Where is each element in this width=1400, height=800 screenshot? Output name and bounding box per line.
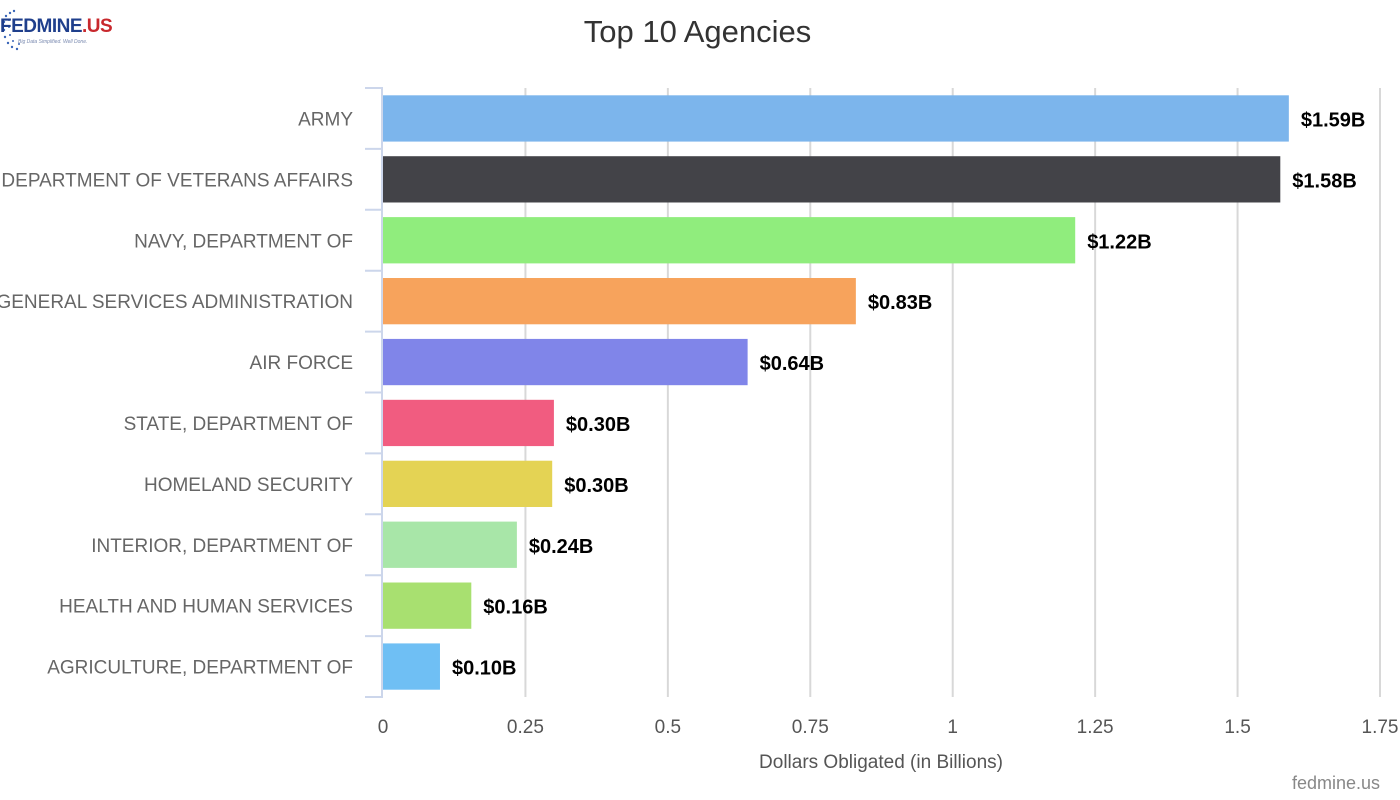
category-label: AIR FORCE — [250, 353, 353, 374]
category-label: AGRICULTURE, DEPARTMENT OF — [47, 658, 353, 679]
bar[interactable] — [383, 582, 472, 629]
x-tick-label: 1.5 — [1224, 717, 1250, 738]
data-label: $0.24B — [529, 536, 594, 558]
bars — [383, 95, 1289, 690]
x-axis-title: Dollars Obligated (in Billions) — [759, 752, 1003, 773]
x-tick-label: 0.75 — [792, 717, 829, 738]
bar[interactable] — [383, 399, 554, 447]
category-label: HOMELAND SECURITY — [144, 475, 353, 496]
category-label: NAVY, DEPARTMENT OF — [134, 231, 353, 252]
bar[interactable] — [383, 338, 748, 386]
category-label: INTERIOR, DEPARTMENT OF — [91, 536, 353, 557]
x-tick-label: 0 — [378, 717, 389, 738]
logo-wordmark: FEDMINE.US — [0, 16, 113, 37]
category-label: HEALTH AND HUMAN SERVICES — [59, 597, 353, 618]
data-label: $0.83B — [868, 292, 933, 314]
category-label: GENERAL SERVICES ADMINISTRATION — [0, 292, 353, 313]
x-tick-labels: 0 0.25 0.5 0.75 1 1.25 1.5 1.75 — [378, 717, 1399, 738]
data-label: $0.10B — [452, 658, 517, 680]
x-tick-label: 0.25 — [507, 717, 544, 738]
bar[interactable] — [383, 460, 553, 507]
data-label: $0.30B — [566, 414, 631, 436]
bar[interactable] — [383, 643, 440, 690]
bar[interactable] — [383, 217, 1076, 264]
category-labels: ARMY DEPARTMENT OF VETERANS AFFAIRS NAVY, … — [0, 109, 353, 678]
data-label: $0.16B — [483, 597, 548, 619]
data-label: $1.59B — [1301, 109, 1366, 131]
category-label: DEPARTMENT OF VETERANS AFFAIRS — [1, 170, 353, 191]
credit-link[interactable]: fedmine.us — [1291, 773, 1380, 793]
x-tick-label: 1.75 — [1362, 717, 1399, 738]
category-label: STATE, DEPARTMENT OF — [124, 414, 353, 435]
logo-tagline: Big Data Simplified. Well Done. — [18, 39, 88, 45]
bar[interactable] — [383, 521, 517, 568]
data-label: $1.58B — [1292, 170, 1357, 192]
bar[interactable] — [383, 156, 1281, 203]
category-label: ARMY — [298, 109, 353, 130]
data-label: $0.30B — [564, 475, 629, 497]
data-labels: $1.59B $1.58B $1.22B $0.83B $0.64B $0.30B $0.3… — [452, 109, 1365, 679]
data-label: $1.22B — [1087, 231, 1152, 253]
x-tick-label: 1.25 — [1077, 717, 1114, 738]
logo-dots-icon — [2, 9, 20, 51]
fedmine-logo[interactable]: FEDMINE.US Big Data Simplified. Well Don… — [0, 6, 140, 54]
data-label: $0.64B — [760, 353, 825, 375]
x-tick-label: 0.5 — [655, 717, 681, 738]
bar[interactable] — [383, 278, 856, 325]
bar[interactable] — [383, 95, 1289, 142]
x-tick-label: 1 — [947, 717, 958, 738]
chart-title: Top 10 Agencies — [583, 14, 812, 49]
